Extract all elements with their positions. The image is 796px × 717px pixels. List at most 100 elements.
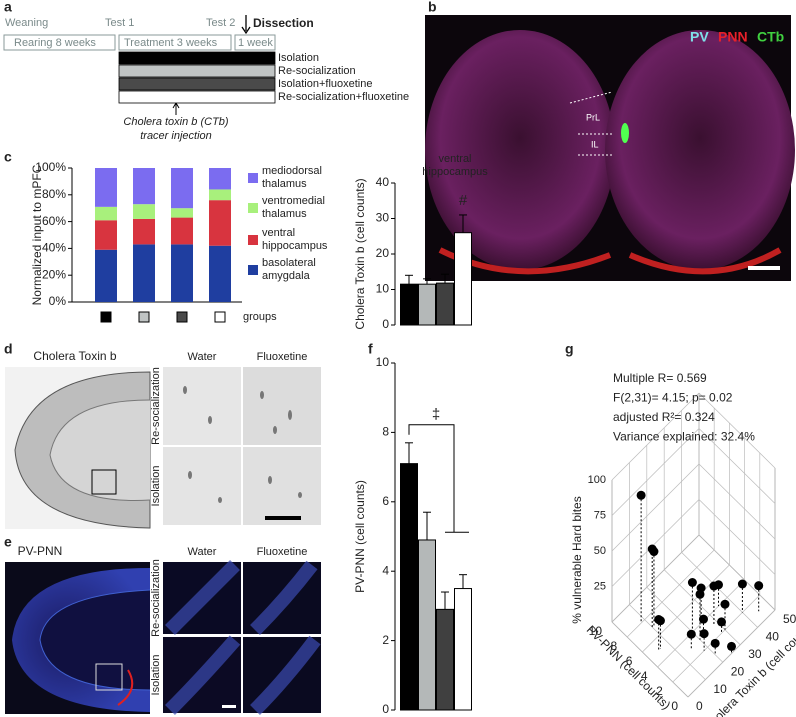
- group-label: Re-socialization+fluoxetine: [278, 91, 409, 103]
- bar: [436, 608, 454, 711]
- point: [698, 614, 708, 624]
- row-label: Re-socialization: [150, 559, 162, 637]
- point: [720, 599, 730, 609]
- bar-segment: [95, 220, 117, 250]
- cell-layer: [165, 560, 321, 715]
- x-axis-label: groups: [243, 311, 277, 323]
- grid-line: [611, 621, 689, 698]
- point: [727, 641, 736, 651]
- y-tick-label: 4: [382, 563, 389, 577]
- row-label: Isolation: [150, 655, 162, 696]
- group-bar: [118, 64, 276, 78]
- bar-segment: [171, 168, 193, 209]
- grid-line: [687, 609, 776, 698]
- group-label: Isolation+fluoxetine: [278, 78, 372, 90]
- injection-text: Cholera toxin b (CTb): [123, 116, 228, 128]
- grid-line: [629, 604, 706, 680]
- timeline: Weaning Test 1 Test 2 Dissection Rearing…: [3, 15, 314, 142]
- bar-segment: [133, 204, 155, 219]
- micrograph: [163, 367, 241, 445]
- grid-line: [611, 499, 700, 587]
- bar-segment: [133, 168, 155, 205]
- group-bar: [118, 51, 276, 65]
- annotation: adjusted R²= 0.324: [613, 410, 715, 424]
- y-tick-label: 0: [382, 702, 389, 716]
- annotation: F(2,31)= 4.15; p= 0.02: [613, 391, 733, 405]
- y-tick-label: 30: [748, 647, 762, 661]
- grid-line: [698, 392, 776, 469]
- category-marker: [100, 311, 112, 323]
- bar-segment: [209, 168, 231, 190]
- bar-segment: [95, 168, 117, 207]
- y-tick-label: 6: [382, 494, 389, 508]
- arrow-head: [241, 26, 251, 35]
- bar: [454, 232, 472, 326]
- point: [696, 583, 706, 593]
- bar: [418, 539, 436, 711]
- y-tick-label: 20%: [42, 267, 66, 281]
- grid-line: [611, 392, 700, 481]
- legend-label: basolateral amygdala: [262, 257, 316, 282]
- micrograph: [243, 367, 321, 445]
- y-tick-label: 80%: [42, 187, 66, 201]
- stain-label: PNN: [718, 29, 748, 45]
- image-title: PV-PNN: [18, 544, 63, 558]
- group-bar: [118, 77, 276, 91]
- panel-label: e: [4, 534, 12, 550]
- z-axis-label: % vulnerable Hard bites: [570, 496, 584, 623]
- group-bar: [118, 90, 276, 104]
- bar: [400, 463, 418, 711]
- bracket: [408, 424, 455, 533]
- column-label: Fluoxetine: [257, 351, 308, 363]
- micrograph-b: PrL IL PV PNN CTb: [425, 15, 795, 281]
- grid-line: [626, 549, 715, 638]
- y-tick-label: 0: [696, 699, 703, 713]
- z-tick-label: 25: [594, 580, 606, 592]
- y-tick-label: 60%: [42, 214, 66, 228]
- bar-segment: [171, 208, 193, 218]
- y-axis-label: Cholera Toxin b (cell counts): [701, 617, 796, 717]
- grid-line: [611, 428, 700, 516]
- bar-segment: [95, 249, 117, 302]
- panel-label: d: [4, 341, 13, 357]
- z-tick-label: 75: [594, 509, 606, 521]
- timeline-text: Dissection: [253, 16, 314, 30]
- y-tick-label: 40%: [42, 241, 66, 255]
- y-tick-label: 20: [731, 664, 745, 678]
- annotation: ‡: [432, 406, 440, 423]
- legend-swatch: [248, 203, 258, 213]
- bar-segment: [171, 217, 193, 245]
- legend-swatch: [248, 235, 258, 245]
- panel-label: g: [565, 341, 574, 357]
- phase-box: [3, 34, 116, 51]
- bar: [418, 283, 436, 326]
- grid-line: [681, 552, 758, 628]
- z-tick-label: 100: [588, 474, 606, 486]
- grid-line: [657, 579, 745, 668]
- phase-label: Rearing 8 weeks: [14, 37, 96, 49]
- z-tick-label: 50: [594, 545, 606, 557]
- y-tick-label: 40: [376, 175, 390, 189]
- legend-swatch: [248, 173, 258, 183]
- y-tick-label: 0%: [49, 294, 67, 308]
- bar: [400, 283, 418, 326]
- bar-segment: [209, 200, 231, 246]
- category-marker: [214, 311, 226, 323]
- bar-segment: [95, 206, 117, 221]
- y-tick-label: 10: [376, 282, 390, 296]
- scale-bar: [222, 705, 236, 708]
- annotation: #: [459, 192, 468, 209]
- micrograph: [163, 447, 241, 525]
- phase-label: Treatment 3 weeks: [124, 37, 218, 49]
- row-label: Re-socialization: [150, 367, 162, 445]
- y-tick-label: 100%: [35, 160, 66, 174]
- timeline-text: Test 1: [105, 17, 134, 29]
- micrograph-d: Cholera Toxin b Water Fluoxetine Re-soci…: [5, 349, 321, 529]
- legend-label: ventral hippocampus: [262, 227, 328, 252]
- point: [737, 579, 747, 589]
- x-tick-label: 6: [626, 654, 633, 668]
- legend-label: ventromedial thalamus: [262, 195, 325, 220]
- y-tick-label: 10: [376, 355, 390, 369]
- chart-title: ventral hippocampus: [422, 153, 488, 178]
